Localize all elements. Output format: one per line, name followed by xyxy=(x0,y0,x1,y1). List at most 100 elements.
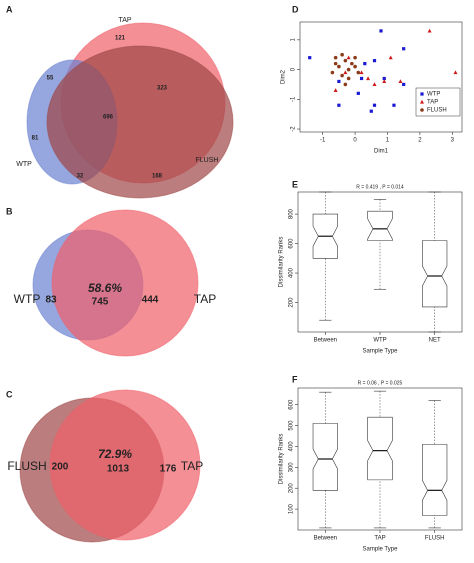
x-tick-label: TAP xyxy=(374,536,385,542)
point xyxy=(337,64,341,69)
point xyxy=(366,76,371,81)
point xyxy=(346,55,351,60)
y-tick-label: 800 xyxy=(289,208,295,219)
set-label: WTP xyxy=(16,161,32,168)
box-body xyxy=(422,240,448,308)
x-tick-label: 1 xyxy=(386,138,390,144)
set-label: TAP xyxy=(181,459,203,473)
point xyxy=(356,91,360,95)
stats-annotation: R = 0.419 , P = 0.014 xyxy=(356,184,404,190)
point xyxy=(382,79,387,84)
overlap-percent: 72.9% xyxy=(98,447,132,461)
y-axis-label: Dissimilarity Ranks xyxy=(279,434,285,485)
set-circle xyxy=(51,209,199,357)
point xyxy=(346,76,351,81)
set-label: WTP xyxy=(14,292,41,306)
x-tick-label: WTP xyxy=(373,338,386,344)
point xyxy=(420,92,424,96)
point xyxy=(402,82,406,87)
y-tick-label: 400 xyxy=(289,441,295,452)
region-count: 81 xyxy=(32,136,39,142)
y-tick-label: 500 xyxy=(289,420,295,431)
y-axis-label: Dissimilarity Ranks xyxy=(279,237,285,288)
legend-label: WTP xyxy=(427,92,440,98)
point xyxy=(372,82,377,87)
panel-letter: D xyxy=(292,4,299,14)
y-tick-label: 300 xyxy=(289,462,295,473)
point xyxy=(340,73,344,78)
point xyxy=(330,70,335,75)
point xyxy=(372,103,377,107)
point xyxy=(337,79,341,84)
set-circle xyxy=(46,45,234,199)
y-tick-label: 1 xyxy=(291,38,297,42)
x-axis-label: Sample Type xyxy=(363,547,399,553)
point xyxy=(402,47,406,51)
x-tick-label: Between xyxy=(314,536,337,542)
y-tick-label: -1 xyxy=(291,96,297,102)
x-tick-label: FLUSH xyxy=(425,536,445,542)
point xyxy=(350,61,354,66)
point xyxy=(388,55,393,60)
point xyxy=(333,55,338,60)
region-count: 121 xyxy=(115,36,126,42)
point xyxy=(346,67,351,72)
point xyxy=(372,59,377,63)
point xyxy=(353,64,357,69)
point xyxy=(453,70,458,75)
region-count: 168 xyxy=(152,174,163,180)
legend-label: TAP xyxy=(427,100,438,106)
y-tick-label: 100 xyxy=(289,503,295,514)
point xyxy=(369,109,373,113)
set-label: FLUSH xyxy=(196,157,219,164)
y-tick-label: 200 xyxy=(289,483,295,494)
box-body xyxy=(367,416,393,481)
point xyxy=(382,76,386,81)
region-count: 323 xyxy=(157,86,168,92)
box-body xyxy=(312,423,338,491)
point xyxy=(343,70,348,75)
x-tick-label: Between xyxy=(314,338,337,344)
set-label: FLUSH xyxy=(7,459,46,473)
panel-letter: A xyxy=(6,4,13,14)
set-label: TAP xyxy=(194,292,216,306)
point xyxy=(356,70,361,75)
point xyxy=(333,88,338,92)
x-axis-label: Dim1 xyxy=(374,149,389,155)
x-tick-label: 0 xyxy=(353,138,357,144)
plot-frame xyxy=(299,21,463,133)
region-count: 696 xyxy=(103,115,114,121)
panel-letter: F xyxy=(292,374,298,384)
panel-letter: E xyxy=(292,179,298,189)
point xyxy=(359,70,364,75)
y-tick-label: 400 xyxy=(289,267,295,278)
point xyxy=(359,76,364,81)
region-count: 444 xyxy=(142,295,159,306)
point xyxy=(337,103,341,107)
box-body xyxy=(367,210,393,241)
point xyxy=(398,79,403,84)
point xyxy=(379,29,383,33)
panel-letter: C xyxy=(6,389,13,399)
point xyxy=(353,55,357,60)
point xyxy=(333,61,338,66)
x-tick-label: -1 xyxy=(320,138,326,144)
x-tick-label: NET xyxy=(429,338,441,344)
overlap-percent: 58.6% xyxy=(88,281,122,295)
x-tick-label: 3 xyxy=(451,138,455,144)
set-circle xyxy=(49,389,201,541)
region-count: 32 xyxy=(77,174,84,180)
y-tick-label: 600 xyxy=(289,238,295,249)
y-axis-label: Dim2 xyxy=(281,69,287,84)
y-tick-label: 200 xyxy=(289,297,295,308)
point xyxy=(343,58,348,63)
point xyxy=(420,108,424,112)
panel-letter: B xyxy=(6,206,13,216)
point xyxy=(343,82,348,87)
set-label: TAP xyxy=(118,17,131,24)
stats-annotation: R = 0.06 , P = 0.025 xyxy=(358,380,403,386)
box-body xyxy=(422,444,448,516)
point xyxy=(308,56,312,60)
